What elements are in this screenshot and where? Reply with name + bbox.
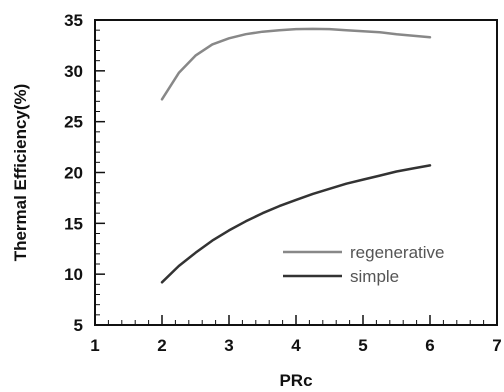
y-tick-label: 20	[64, 164, 83, 183]
plot-frame	[94, 19, 498, 326]
legend: regenerative simple	[283, 243, 445, 286]
legend-label-simple: simple	[350, 267, 399, 286]
x-tick-label: 3	[224, 336, 233, 355]
y-tick-label: 25	[64, 113, 83, 132]
x-tick-label: 4	[291, 336, 301, 355]
y-tick-label: 5	[74, 316, 83, 335]
y-tick-label: 35	[64, 11, 83, 30]
x-tick-label: 7	[492, 336, 501, 355]
plot-border	[94, 19, 498, 326]
x-tick-label: 1	[90, 336, 99, 355]
y-tick-label: 30	[64, 62, 83, 81]
y-tick-label: 10	[64, 265, 83, 284]
x-tick-label: 2	[157, 336, 166, 355]
series-line-simple	[160, 164, 432, 284]
series-layer	[160, 27, 432, 284]
y-axis-label: Thermal Efficiency(%)	[11, 84, 30, 262]
x-axis-label: PRc	[279, 371, 312, 390]
x-tick-label: 6	[425, 336, 434, 355]
legend-label-regenerative: regenerative	[350, 243, 445, 262]
series-line-regenerative	[160, 27, 432, 101]
x-tick-label: 5	[358, 336, 367, 355]
ticks-layer: 1 2 3 4 5 6 7 5 10 15 20 25 30 35	[64, 11, 502, 355]
y-tick-label: 15	[64, 214, 83, 233]
